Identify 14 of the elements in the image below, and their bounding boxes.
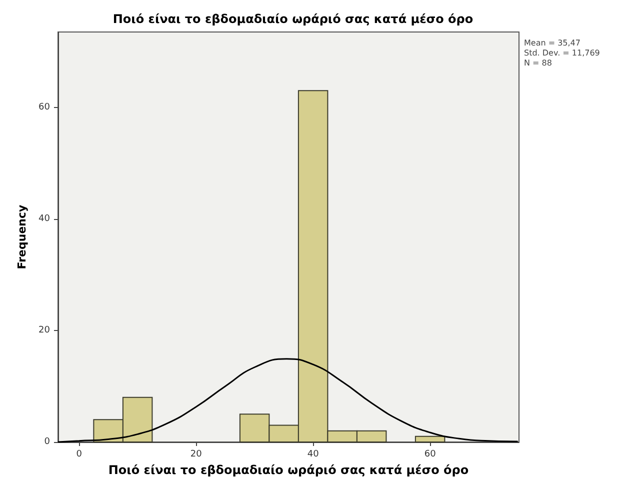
y-axis-title: Frequency [16,204,29,270]
x-tick-label: 40 [307,450,320,460]
text: N = 88 [524,58,552,68]
chart-title: Ποιό είναι το εβδομαδιαίο ωράριό σας κατά μέσο όρο [112,12,474,26]
x-tick-label: 60 [424,450,436,460]
y-tick-label: 40 [38,214,50,224]
x-tick-label: 20 [190,450,202,460]
x-tick-label: 0 [76,450,82,460]
text: Std. Dev. = 11,769 [524,48,600,58]
text: Mean = 35,47 [524,38,580,48]
y-tick-label: 20 [38,325,50,336]
y-tick-label: 60 [38,102,50,112]
x-axis-title: Ποιό είναι το εβδομαδιαίο ωράριό σας κατά μέσο όρο [108,463,469,477]
y-tick-label: 0 [44,437,50,447]
